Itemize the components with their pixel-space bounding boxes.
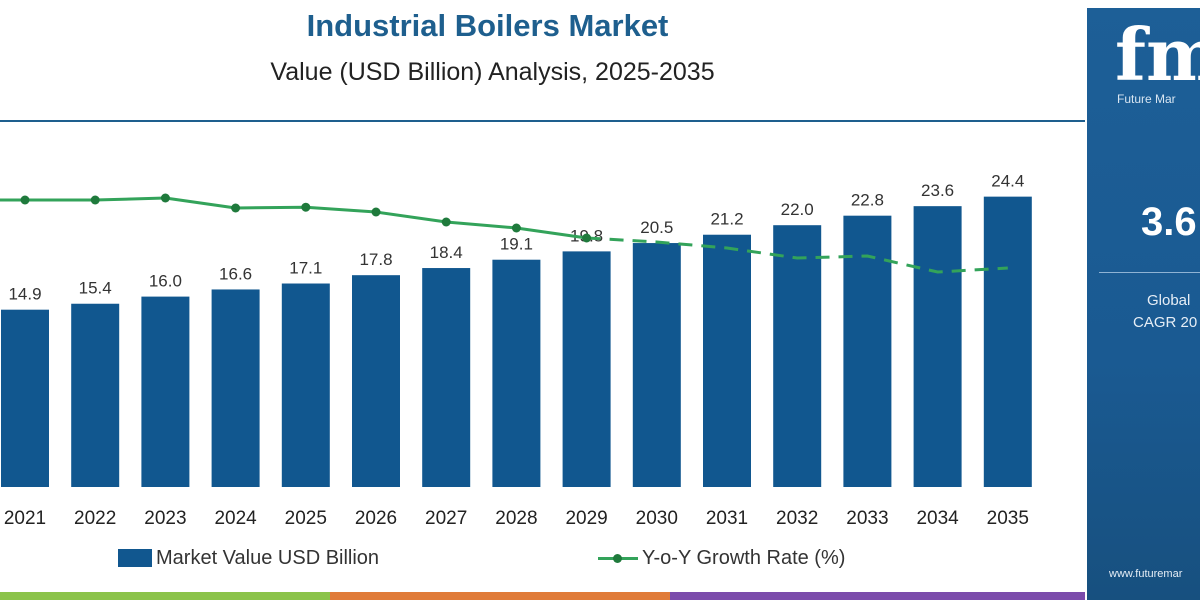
x-tick-label-2022: 2022 (74, 508, 116, 529)
growth-point-2028 (511, 223, 521, 233)
growth-point-2022 (90, 195, 100, 205)
bar-2027 (422, 268, 471, 487)
growth-line-solid (0, 196, 587, 240)
bar-value-label-2026: 17.8 (359, 250, 392, 269)
bar-2034 (913, 206, 962, 487)
bottom-strip-orange (330, 592, 670, 600)
bar-2030 (632, 243, 681, 487)
legend-line-label: Y-o-Y Growth Rate (%) (642, 546, 846, 569)
growth-line-dashed (586, 236, 1008, 274)
bar-2031 (703, 234, 751, 487)
bar-line-chart: 14.9 2021 15.4 2022 16.0 2023 16.6 2024 17.1 2025… (0, 172, 1032, 529)
bar-value-label-2022: 15.4 (79, 279, 112, 298)
growth-point-2024 (231, 203, 241, 213)
growth-point-2026 (371, 207, 381, 217)
brand-side-panel: fmi Future Mar 3.6 Global CAGR 20 www.fu… (1087, 0, 1200, 600)
bar-2024 (211, 289, 260, 487)
x-tick-label-2032: 2032 (776, 508, 818, 529)
legend-line-item: Y-o-Y Growth Rate (%) (598, 543, 845, 573)
legend-bar-label: Market Value USD Billion (156, 546, 380, 569)
bar-value-label-2034: 23.6 (921, 181, 954, 200)
legend-bar-item: Market Value USD Billion (118, 543, 379, 573)
bar-value-label-2021: 14.9 (8, 285, 41, 304)
growth-point-2027 (441, 217, 451, 227)
bar-value-label-2024: 16.6 (219, 264, 252, 283)
x-tick-label-2033: 2033 (846, 508, 888, 529)
x-tick-label-2028: 2028 (495, 508, 537, 529)
cagr-label: CAGR 20 (1133, 314, 1198, 331)
legend-bar-swatch (118, 549, 152, 567)
fmi-logo-icon: fmi (1115, 14, 1200, 94)
bar-2026 (352, 275, 400, 487)
bar-2028 (492, 259, 541, 487)
bar-2032 (773, 225, 822, 487)
growth-point-2023 (160, 193, 170, 203)
title-divider (0, 120, 1085, 122)
global-label: Global (1147, 292, 1191, 309)
bar-value-label-2025: 17.1 (289, 259, 322, 278)
bar-value-label-2032: 22.0 (781, 200, 814, 219)
x-tick-label-2027: 2027 (425, 508, 467, 529)
chart-title: Industrial Boilers Market (306, 8, 669, 43)
chart-area: Industrial Boilers Market Value (USD Bil… (0, 8, 1085, 600)
bar-value-label-2031: 21.2 (710, 210, 743, 229)
bar-value-label-2023: 16.0 (149, 272, 182, 291)
bar-value-label-2033: 22.8 (851, 191, 884, 210)
x-tick-label-2029: 2029 (565, 508, 607, 529)
bar-2023 (141, 296, 190, 487)
bar-value-label-2035: 24.4 (991, 172, 1024, 191)
svg-text:fmi: fmi (1115, 14, 1200, 94)
growth-point-2025 (301, 202, 311, 212)
bottom-strip-purple (670, 592, 1085, 600)
x-tick-label-2026: 2026 (355, 508, 397, 529)
x-tick-label-2023: 2023 (144, 508, 186, 529)
bar-2025 (281, 283, 330, 487)
bar-value-label-2027: 18.4 (430, 243, 463, 262)
x-tick-label-2035: 2035 (987, 508, 1029, 529)
legend-line-swatch (598, 549, 638, 567)
bar-2035 (983, 196, 1032, 487)
bar-2022 (71, 303, 120, 487)
panel-divider (1099, 272, 1200, 273)
x-tick-label-2031: 2031 (706, 508, 748, 529)
bottom-strip-green (0, 592, 330, 600)
cagr-value: 3.6 (1141, 200, 1197, 244)
growth-point-2021 (20, 195, 30, 205)
x-tick-label-2030: 2030 (636, 508, 678, 529)
x-tick-label-2021: 2021 (4, 508, 46, 529)
bar-2021 (1, 309, 49, 487)
website-url: www.futuremar (1109, 568, 1183, 580)
logo-text: Future Mar (1117, 92, 1176, 106)
bar-2033 (843, 215, 892, 487)
x-tick-label-2025: 2025 (285, 508, 327, 529)
bar-value-label-2030: 20.5 (640, 218, 673, 237)
chart-subtitle: Value (USD Billion) Analysis, 2025-2035 (270, 58, 715, 86)
growth-point-2029 (582, 233, 592, 243)
bar-value-label-2028: 19.1 (500, 235, 533, 254)
x-tick-label-2024: 2024 (214, 508, 257, 529)
bar-2029 (562, 251, 611, 487)
x-tick-label-2034: 2034 (916, 508, 959, 529)
